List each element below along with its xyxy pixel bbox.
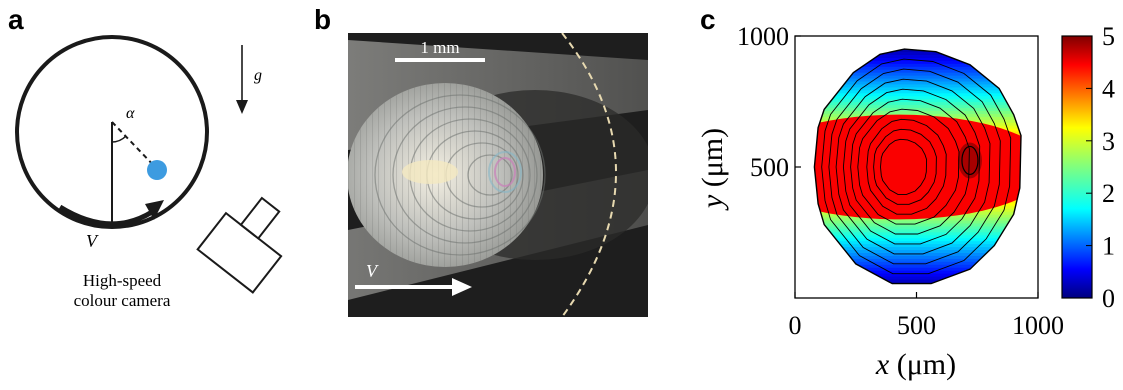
- angle-ray-dashed: [111, 121, 159, 171]
- rotation-arrow: [58, 204, 154, 227]
- colorbar: [1061, 35, 1093, 299]
- heat-band: [814, 228, 1021, 233]
- heat-band: [814, 108, 1021, 112]
- heat-band: [814, 270, 1021, 274]
- heat-band: [814, 75, 1021, 80]
- heat-band: [814, 87, 1021, 91]
- colorbar-tick-label: 5: [1102, 22, 1115, 51]
- setup-diagram: α g V High-speed colour camera: [15, 35, 283, 310]
- heat-band: [814, 69, 1021, 74]
- panel-b-interferometry-image: b: [300, 0, 660, 385]
- velocity-label-a: V: [86, 231, 99, 251]
- angle-label: α: [126, 105, 135, 122]
- heat-band: [814, 223, 1021, 227]
- heat-band: [814, 237, 1021, 242]
- contour-line: [866, 118, 947, 215]
- y-axis-ticks: 500 1000: [737, 22, 801, 182]
- contour-line: [850, 98, 970, 235]
- colorbar-tick-label: 0: [1102, 284, 1115, 313]
- contour-lines: [821, 58, 1012, 275]
- heat-band: [814, 264, 1021, 268]
- x-tick-label: 500: [897, 311, 936, 340]
- contour-line: [842, 88, 981, 245]
- heat-band: [814, 66, 1021, 71]
- heat-band: [814, 234, 1021, 239]
- x-tick-label: 0: [789, 311, 802, 340]
- heat-band: [814, 267, 1021, 271]
- heat-band: [814, 105, 1021, 109]
- velocity-label-b: V: [366, 261, 379, 281]
- colorbar-tick-label: 1: [1102, 232, 1115, 261]
- rotation-arrow-head: [145, 200, 164, 220]
- panel-c-thickness-map: c 0 500 1000 500 1000 x (μm) y (μm) 0 1 2 3 4: [660, 0, 1123, 385]
- angle-arc: [111, 135, 127, 143]
- panel-letter-c: c: [700, 4, 716, 35]
- drop-icon: [147, 160, 167, 180]
- panel-letter-a: a: [8, 4, 24, 35]
- heat-band: [814, 281, 1021, 284]
- x-axis-ticks: 0 500 1000: [789, 292, 1064, 340]
- gravity-label: g: [254, 67, 262, 84]
- scale-bar-label: 1 mm: [420, 38, 459, 57]
- heat-band: [814, 93, 1021, 97]
- contour-line: [880, 138, 928, 195]
- camera-label-line2: colour camera: [74, 291, 171, 310]
- heat-core: [814, 114, 1021, 220]
- heat-band: [814, 102, 1021, 106]
- heat-band: [814, 52, 1021, 56]
- heat-band: [814, 273, 1021, 277]
- panel-letter-b: b: [314, 4, 332, 35]
- contour-line: [857, 108, 960, 225]
- heat-band: [814, 225, 1021, 230]
- drop-outline: [813, 48, 1022, 285]
- heat-band: [814, 81, 1021, 85]
- velocity-arrow-head: [452, 278, 472, 296]
- heat-band: [814, 243, 1021, 248]
- heat-band: [814, 90, 1021, 94]
- heat-band: [814, 220, 1021, 224]
- heat-band: [814, 279, 1021, 283]
- heat-band: [814, 246, 1021, 251]
- camera-label-line1: High-speed: [83, 271, 162, 290]
- rotating-cylinder: [15, 35, 209, 229]
- heat-band: [814, 110, 1021, 115]
- heat-band: [814, 84, 1021, 88]
- heat-band: [814, 255, 1021, 259]
- heat-band: [814, 57, 1021, 62]
- y-tick-label: 1000: [737, 22, 789, 51]
- peak-contour: [961, 145, 979, 176]
- colorbar-tick-label: 4: [1102, 74, 1115, 103]
- heat-band: [814, 63, 1021, 68]
- y-axis-label: y (μm): [696, 128, 729, 211]
- camera-icon: [196, 196, 283, 294]
- heat-band: [814, 54, 1021, 59]
- colorbar-tick-label: 3: [1102, 127, 1115, 156]
- heat-band: [814, 261, 1021, 265]
- panel-a-experimental-setup: a α g V High-speed colour camera: [0, 0, 300, 385]
- heat-band: [814, 276, 1021, 280]
- heat-band: [814, 240, 1021, 245]
- heat-band: [814, 96, 1021, 100]
- contour-line: [873, 128, 937, 205]
- colorbar-ticks: 0 1 2 3 4 5: [1086, 22, 1115, 313]
- colorbar-tick-label: 2: [1102, 179, 1115, 208]
- x-tick-label: 1000: [1012, 311, 1064, 340]
- heat-band: [814, 258, 1021, 262]
- thickness-heatmap-chart: 0 500 1000 500 1000 x (μm) y (μm) 0 1 2 3 4 5: [696, 22, 1115, 381]
- heat-band: [814, 72, 1021, 77]
- contour-line: [835, 78, 991, 255]
- gravity-arrow-head: [236, 100, 248, 114]
- y-tick-label: 500: [750, 153, 789, 182]
- x-axis-label: x (μm): [875, 348, 956, 381]
- contour-line: [828, 68, 1001, 265]
- heat-band: [814, 99, 1021, 103]
- contour-line: [821, 58, 1012, 275]
- heat-band: [814, 249, 1021, 253]
- drop-photo: 1 mm V: [348, 33, 648, 317]
- heat-band: [814, 60, 1021, 65]
